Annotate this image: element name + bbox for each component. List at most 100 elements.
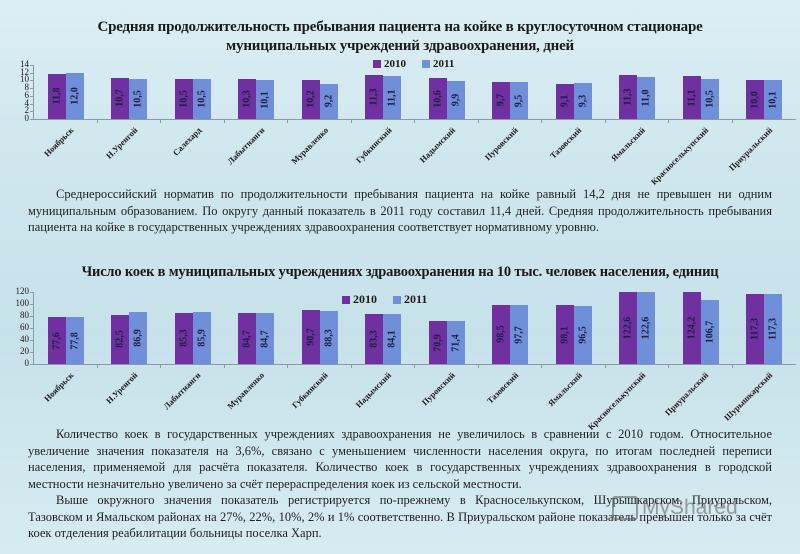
x-category-label: Красноселькупский: [585, 370, 648, 432]
bar-2011: 84,1: [383, 313, 402, 364]
bar-2010: 70,9: [428, 321, 447, 364]
bar-value-label: 98,5: [495, 325, 507, 344]
y-tick-label: 60: [20, 322, 29, 332]
bar-2011: 117,3: [764, 293, 783, 364]
y-tick-mark: [30, 364, 33, 365]
x-tick-mark: [414, 364, 415, 368]
y-tick-label: 12: [20, 66, 29, 77]
legend-item-2011: 2011: [422, 58, 454, 70]
bar-2011: 10,5: [129, 78, 148, 119]
x-category-label: Ноябрьск: [42, 370, 76, 404]
legend-swatch-icon: [393, 295, 401, 304]
bar-value-label: 96,5: [577, 326, 589, 344]
bar-value-label: 10,5: [704, 90, 716, 108]
x-tick-mark: [414, 119, 415, 123]
bar-value-label: 77,8: [69, 331, 81, 350]
bar-2011: 12,0: [65, 72, 84, 119]
x-tick-mark: [96, 364, 98, 368]
bar-value-label: 106,7: [704, 320, 716, 344]
x-tick-mark: [223, 119, 225, 123]
x-category-label: Ямальский: [609, 125, 648, 164]
bar-2011: 96,5: [573, 306, 592, 364]
bar-value-label: 88,3: [323, 328, 335, 347]
bar-value-label: 11,1: [686, 89, 698, 107]
x-category-label: Надымский: [353, 370, 394, 410]
bar-2011: 9,2: [319, 83, 338, 119]
bar-2010: 124,2: [682, 292, 701, 364]
chart1-title: Средняя продолжительность пребывания пац…: [0, 18, 800, 56]
bar-value-label: 10,5: [196, 90, 208, 108]
chart1-title-line2: муниципальных учреждений здравоохранения…: [226, 38, 574, 54]
bar-2011: 11,1: [383, 76, 402, 119]
bar-value-label: 90,7: [305, 328, 317, 346]
bar-2010: 10,0: [746, 80, 765, 119]
legend-swatch-icon: [342, 295, 350, 304]
x-category-label: Салехард: [170, 125, 203, 158]
chart-legend: 2010 2011: [342, 292, 443, 307]
bar-2011: 86,9: [129, 311, 148, 364]
bar-value-label: 117,3: [767, 317, 779, 340]
paragraph-beds: Количество коек в государственных учрежд…: [28, 426, 772, 542]
legend-item-2011: 2011: [393, 292, 427, 307]
y-tick-label: 4: [24, 97, 30, 108]
bar-2011: 71,4: [446, 321, 465, 364]
bar-2010: 9,7: [492, 81, 511, 119]
bar-value-label: 82,5: [114, 330, 126, 349]
x-category-label: Надымский: [417, 125, 457, 165]
bar-value-label: 10,3: [241, 90, 253, 108]
bar-2011: 10,1: [256, 80, 275, 119]
paragraph-1-text: Среднероссийский норматив по продолжител…: [28, 187, 772, 234]
legend-label: 2011: [433, 58, 455, 70]
y-tick-label: 8: [24, 82, 30, 93]
bar-2011: 106,7: [700, 299, 719, 364]
bar-value-label: 11,3: [622, 88, 634, 106]
bar-2010: 10,2: [301, 79, 320, 119]
bar-value-label: 9,7: [495, 94, 507, 107]
bar-value-label: 117,3: [749, 317, 761, 340]
y-tick-label: 0: [24, 113, 30, 123]
bar-2010: 98,5: [492, 304, 511, 364]
bar-2010: 11,3: [365, 75, 384, 119]
y-tick-mark: [30, 316, 33, 317]
bar-2010: 10,7: [111, 77, 130, 119]
chart1-title-line1: Средняя продолжительность пребывания пац…: [97, 19, 703, 35]
paragraph-2-text: Количество коек в государственных учрежд…: [28, 427, 772, 491]
bar-value-label: 12,0: [69, 87, 81, 105]
bar-value-label: 84,7: [259, 329, 271, 348]
bar-2010: 77,6: [47, 317, 66, 364]
x-tick-mark: [160, 364, 161, 368]
y-tick-mark: [30, 65, 33, 66]
bar-2011: 9,5: [510, 82, 529, 119]
y-tick-mark: [30, 80, 33, 82]
x-category-label: Тазовский: [484, 370, 521, 406]
y-tick-mark: [30, 304, 33, 305]
x-category-label: Тазовский: [548, 125, 584, 161]
x-category-label: Муравленко: [225, 370, 267, 412]
paragraph-3-text: Выше окружного значения показатель регис…: [28, 493, 772, 540]
legend-swatch-icon: [373, 60, 381, 68]
bar-2010: 82,5: [111, 314, 130, 364]
bar-value-label: 84,7: [241, 329, 253, 348]
bar-value-label: 10,6: [432, 89, 444, 108]
x-tick-mark: [350, 119, 352, 123]
bar-value-label: 84,1: [386, 330, 398, 348]
x-category-label: Красноселькупский: [649, 125, 711, 187]
bar-value-label: 11,3: [368, 88, 380, 106]
x-tick-mark: [96, 119, 98, 123]
bar-value-label: 10,2: [305, 90, 317, 109]
bar-value-label: 11,0: [640, 89, 652, 107]
bar-value-label: 124,2: [686, 316, 698, 340]
y-tick-mark: [30, 352, 33, 353]
bar-2011: 97,7: [510, 305, 529, 364]
x-tick-mark: [731, 364, 733, 368]
x-tick-mark: [477, 119, 479, 123]
y-tick-label: 2: [24, 105, 30, 116]
bar-value-label: 98,1: [559, 325, 571, 344]
x-tick-mark: [541, 364, 542, 368]
legend-swatch-icon: [422, 60, 430, 68]
y-tick-label: 120: [15, 286, 30, 296]
x-category-label: Ноябрьск: [42, 125, 76, 159]
y-tick-mark: [30, 111, 33, 113]
chart-legend: 2010 2011: [373, 58, 470, 70]
bar-2010: 10,5: [174, 78, 193, 119]
